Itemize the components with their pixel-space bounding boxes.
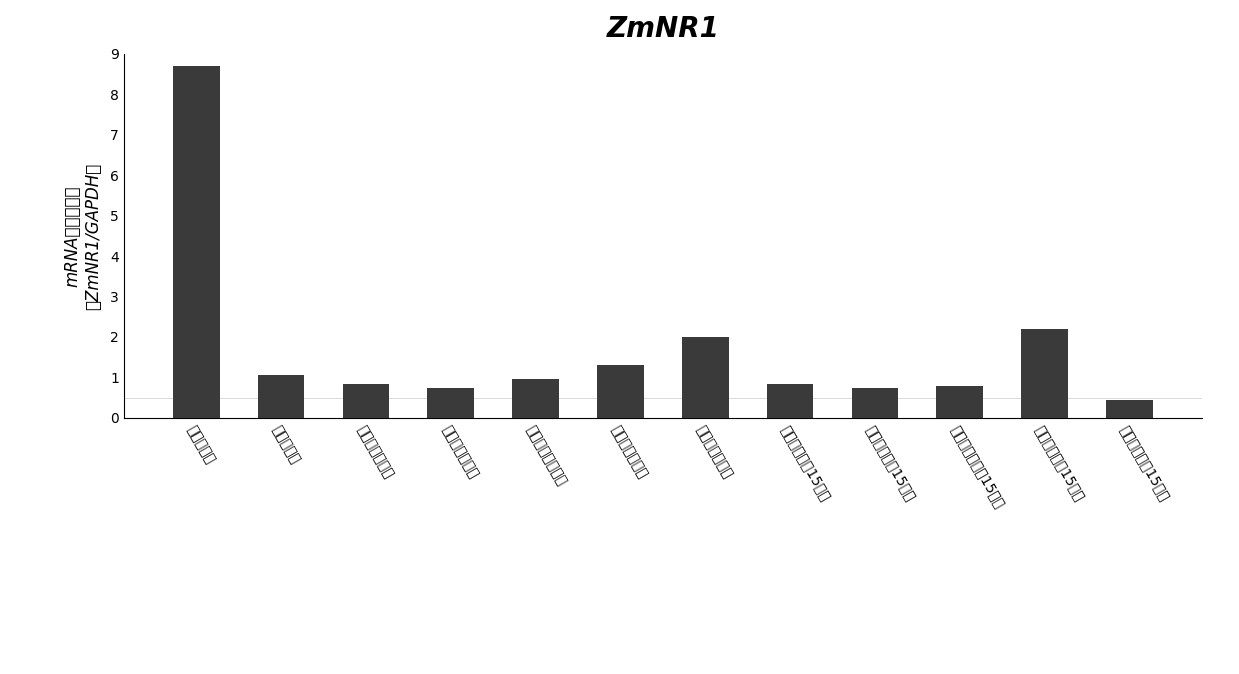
- Bar: [767, 384, 814, 418]
- Bar: [512, 379, 559, 418]
- Bar: [681, 337, 729, 418]
- Y-axis label: mRNA相对表达量
（ZmNR1/GAPDH）: mRNA相对表达量 （ZmNR1/GAPDH）: [63, 162, 102, 309]
- Bar: [1106, 400, 1152, 418]
- Bar: [851, 388, 898, 418]
- Title: ZmNR1: ZmNR1: [606, 16, 720, 43]
- Bar: [1021, 329, 1068, 418]
- Bar: [173, 66, 219, 418]
- Bar: [427, 388, 475, 418]
- Bar: [597, 365, 644, 418]
- Bar: [258, 375, 305, 418]
- Bar: [342, 384, 389, 418]
- Bar: [937, 386, 984, 418]
